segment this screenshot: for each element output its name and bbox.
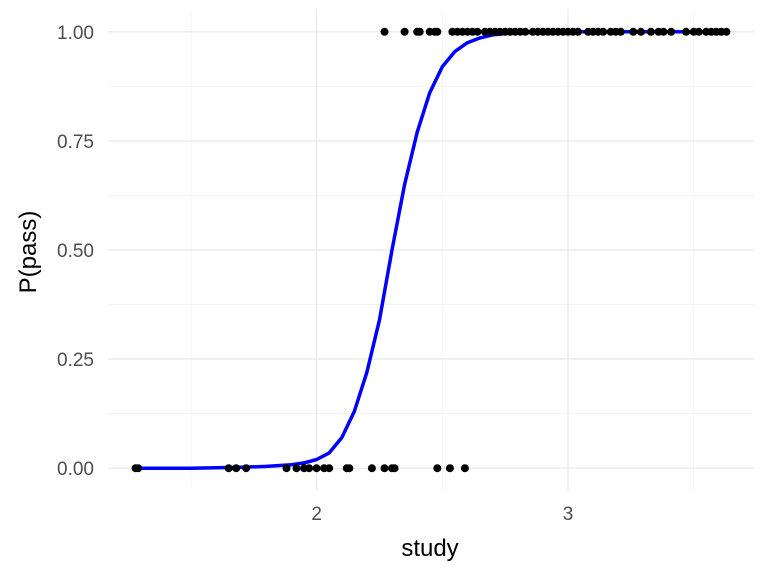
data-point [636, 27, 645, 36]
data-point [433, 464, 442, 473]
data-point [415, 27, 424, 36]
data-point [445, 464, 454, 473]
data-point [312, 464, 321, 473]
data-point [390, 464, 399, 473]
tick-labels: 2 3 0.00 0.25 0.50 0.75 1.00 [57, 23, 573, 525]
data-point [659, 27, 668, 36]
data-point [473, 27, 482, 36]
data-point [305, 464, 314, 473]
data-point [242, 464, 251, 473]
y-tick-label: 0.00 [57, 459, 94, 480]
data-point [134, 464, 143, 473]
data-point [292, 464, 301, 473]
data-point [521, 27, 530, 36]
data-point [400, 27, 409, 36]
data-point [574, 27, 582, 36]
x-tick-label: 3 [563, 504, 574, 525]
data-point [433, 27, 442, 36]
data-point [367, 464, 376, 473]
y-axis-title: P(pass) [15, 211, 42, 294]
x-axis-title: study [401, 535, 458, 562]
data-point [460, 464, 469, 473]
data-point [629, 27, 638, 36]
data-point [599, 27, 608, 36]
data-point [380, 464, 389, 473]
y-tick-label: 0.50 [57, 241, 94, 262]
data-point [325, 464, 334, 473]
data-point [667, 27, 676, 36]
data-point [694, 27, 703, 36]
x-tick-label: 2 [311, 504, 322, 525]
data-point [682, 27, 691, 36]
data-point [616, 27, 625, 36]
data-point [646, 27, 655, 36]
grid [108, 10, 754, 490]
data-point [282, 464, 291, 473]
y-tick-label: 1.00 [57, 23, 94, 44]
y-tick-label: 0.75 [57, 132, 94, 153]
data-point [345, 464, 354, 473]
data-point [722, 27, 731, 36]
data-point [232, 464, 241, 473]
y-tick-label: 0.25 [57, 350, 94, 371]
data-point [224, 464, 233, 473]
data-point [380, 27, 389, 36]
points-layer [131, 27, 731, 473]
